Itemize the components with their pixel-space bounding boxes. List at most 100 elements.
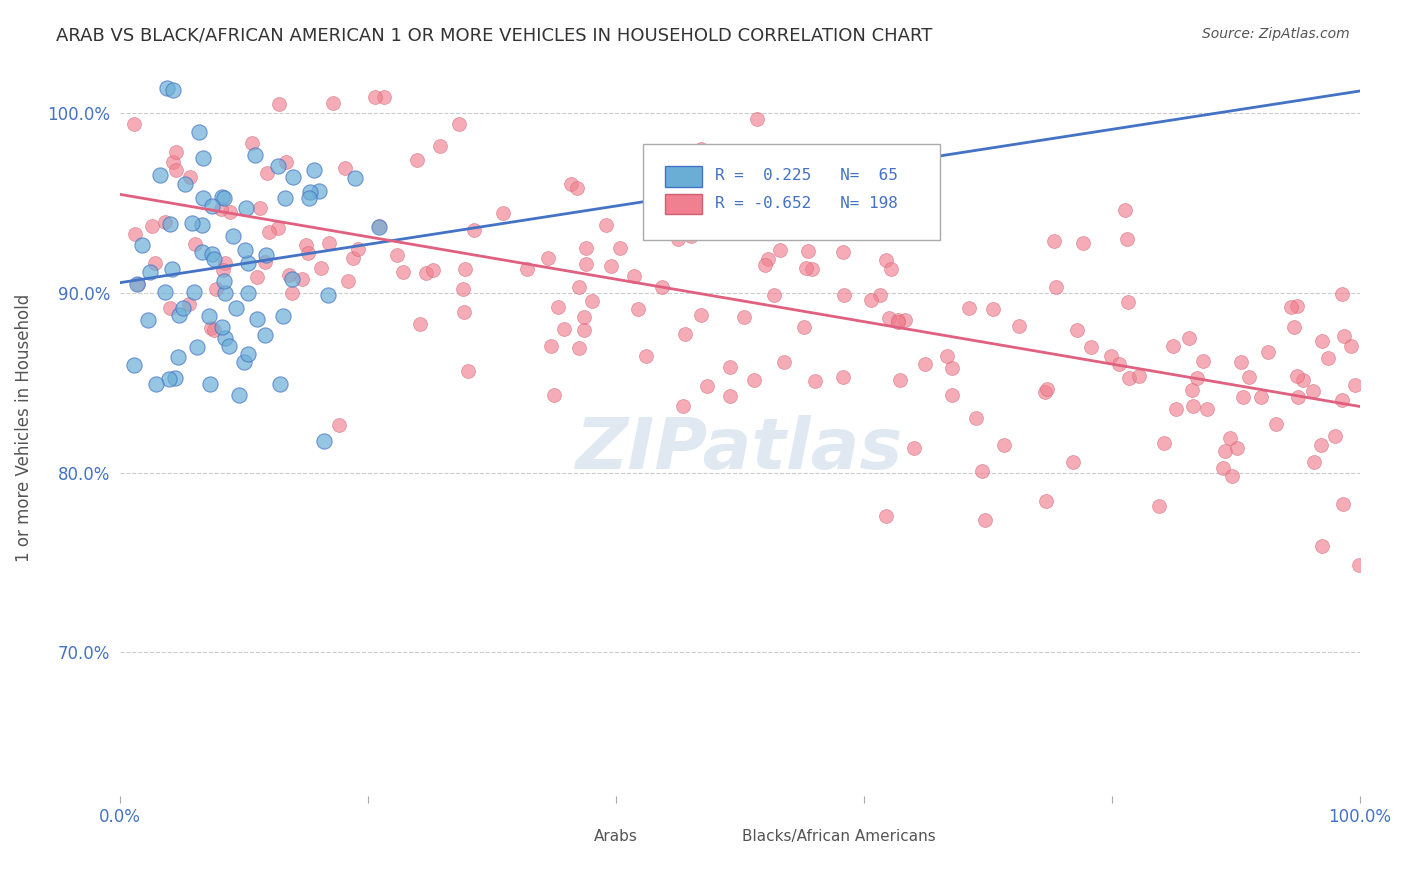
Point — [308, 184, 330, 198]
Point — [122, 117, 145, 131]
Point — [451, 282, 474, 296]
Point — [543, 388, 565, 402]
Point — [869, 288, 891, 302]
Point — [560, 178, 582, 192]
Point — [201, 199, 224, 213]
Point — [1316, 351, 1339, 366]
Point — [238, 255, 260, 269]
Point — [1066, 323, 1088, 337]
Point — [914, 357, 936, 371]
Point — [191, 191, 214, 205]
Text: Arabs: Arabs — [593, 829, 637, 844]
Point — [454, 261, 477, 276]
Point — [682, 189, 704, 203]
Point — [333, 161, 356, 175]
Point — [1344, 377, 1367, 392]
Point — [143, 256, 166, 270]
Point — [214, 256, 236, 270]
Point — [839, 198, 862, 212]
Point — [257, 225, 280, 239]
Point — [204, 252, 226, 266]
Point — [1291, 373, 1313, 387]
Point — [209, 202, 232, 216]
Point — [198, 309, 221, 323]
Point — [212, 274, 235, 288]
Point — [941, 360, 963, 375]
Point — [214, 285, 236, 300]
Point — [186, 340, 208, 354]
Point — [745, 112, 768, 127]
Point — [269, 97, 291, 112]
Point — [516, 261, 538, 276]
Point — [689, 308, 711, 322]
Point — [1279, 300, 1302, 314]
Point — [733, 310, 755, 324]
Point — [1116, 232, 1139, 246]
Point — [553, 321, 575, 335]
Point — [797, 244, 820, 259]
Point — [769, 243, 792, 257]
Text: R =  0.225   N=  65: R = 0.225 N= 65 — [714, 169, 897, 184]
Point — [672, 399, 695, 413]
Point — [981, 302, 1004, 317]
Text: Blacks/African Americans: Blacks/African Americans — [742, 829, 935, 844]
Point — [683, 207, 706, 221]
Point — [222, 229, 245, 244]
Point — [1116, 294, 1139, 309]
Point — [141, 219, 163, 233]
Point — [312, 434, 335, 448]
Point — [347, 243, 370, 257]
Point — [238, 285, 260, 300]
Point — [156, 80, 179, 95]
Point — [149, 168, 172, 182]
Point — [595, 218, 617, 232]
Point — [172, 301, 194, 315]
Point — [256, 166, 278, 180]
Point — [274, 155, 297, 169]
FancyBboxPatch shape — [560, 830, 591, 844]
Point — [1042, 235, 1064, 249]
Point — [190, 218, 212, 232]
Point — [634, 349, 657, 363]
Point — [1250, 390, 1272, 404]
Point — [243, 148, 266, 162]
Point — [609, 241, 631, 255]
Point — [804, 374, 827, 388]
Point — [174, 177, 197, 191]
Point — [1118, 371, 1140, 385]
Point — [200, 320, 222, 334]
Point — [773, 355, 796, 369]
Point — [875, 253, 897, 268]
Point — [254, 255, 277, 269]
Point — [429, 138, 451, 153]
Point — [887, 315, 910, 329]
Point — [273, 191, 295, 205]
Point — [212, 192, 235, 206]
Point — [1166, 401, 1188, 416]
Point — [880, 261, 903, 276]
Point — [623, 269, 645, 284]
Point — [1348, 558, 1371, 573]
Point — [875, 509, 897, 524]
Point — [160, 262, 183, 277]
Point — [845, 220, 868, 235]
Point — [742, 373, 765, 387]
Point — [127, 277, 149, 292]
Point — [1285, 368, 1308, 383]
Point — [1213, 444, 1236, 458]
Point — [718, 360, 741, 375]
Point — [492, 206, 515, 220]
Point — [1310, 438, 1333, 452]
Point — [1302, 455, 1324, 469]
Point — [198, 377, 221, 392]
Point — [159, 301, 181, 316]
Point — [211, 190, 233, 204]
Point — [540, 339, 562, 353]
Point — [233, 355, 256, 369]
Point — [238, 347, 260, 361]
Point — [1331, 393, 1354, 408]
Point — [1147, 499, 1170, 513]
Point — [1071, 236, 1094, 251]
Point — [709, 175, 731, 189]
Text: R = -0.652   N= 198: R = -0.652 N= 198 — [714, 195, 897, 211]
